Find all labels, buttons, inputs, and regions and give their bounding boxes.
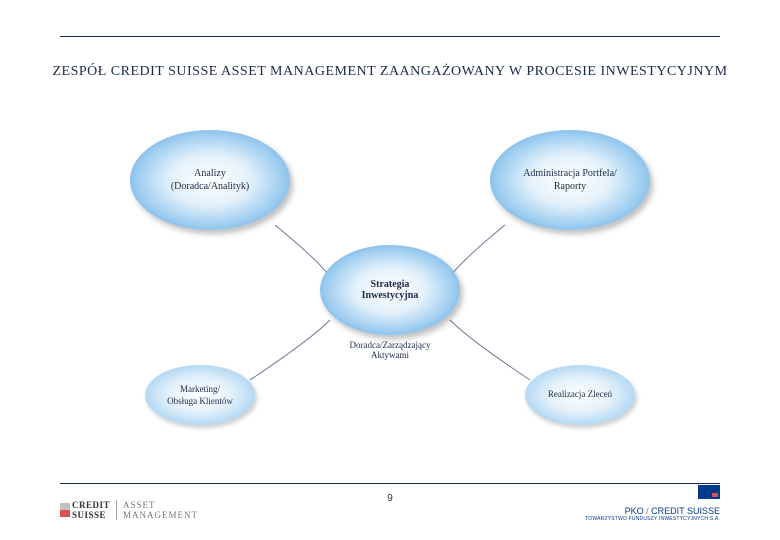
pko-subtext: TOWARZYSTWO FUNDUSZY INWESTYCYJNYCH S.A. — [585, 516, 720, 522]
center-title-2: Inwestycyjna — [362, 290, 419, 301]
node-sublabel: Raporty — [554, 181, 586, 192]
node-analizy: Analizy (Doradca/Analityk) — [130, 130, 290, 230]
division-line2: MANAGEMENT — [123, 510, 198, 520]
brand-line2: SUISSE — [72, 510, 110, 520]
center-subcaption: Doradca/Zarządzający Aktywami — [310, 340, 470, 360]
node-label: Analizy — [194, 168, 226, 179]
footer-right-logo: PKO / CREDIT SUISSE TOWARZYSTWO FUNDUSZY… — [585, 485, 720, 522]
pko-text: PKO — [625, 506, 644, 516]
credit-suisse-logo-icon: CREDIT SUISSE — [60, 500, 110, 520]
center-sub-1: Doradca/Zarządzający — [310, 340, 470, 350]
logo-divider — [116, 500, 117, 520]
footer-left-logo: CREDIT SUISSE ASSET MANAGEMENT — [60, 500, 198, 520]
top-rule — [60, 36, 720, 37]
center-sub-2: Aktywami — [310, 350, 470, 360]
node-label: Realizacja Zleceń — [548, 389, 612, 399]
brand-line1: CREDIT — [72, 500, 110, 510]
node-label: Administracja Portfela/ — [523, 168, 617, 179]
node-admin: Administracja Portfela/ Raporty — [490, 130, 650, 230]
diagram-canvas: Analizy (Doradca/Analityk) Administracja… — [0, 120, 780, 450]
division-line1: ASSET — [123, 500, 198, 510]
pko-flag-icon — [698, 485, 720, 499]
node-sublabel: (Doradca/Analityk) — [171, 181, 249, 192]
node-center: Strategia Inwestycyjna — [320, 245, 460, 335]
pko-brand: PKO / CREDIT SUISSE — [585, 506, 720, 516]
page-title: ZESPÓŁ CREDIT SUISSE ASSET MANAGEMENT ZA… — [0, 64, 780, 80]
node-realizacja: Realizacja Zleceń — [525, 365, 635, 425]
node-marketing: Marketing/ Obsługa Klientów — [145, 365, 255, 425]
cs-text: CREDIT SUISSE — [651, 506, 720, 516]
node-sublabel: Obsługa Klientów — [167, 396, 233, 406]
bottom-rule — [60, 483, 720, 484]
node-label: Marketing/ — [180, 384, 220, 394]
center-title-1: Strategia — [371, 279, 410, 290]
